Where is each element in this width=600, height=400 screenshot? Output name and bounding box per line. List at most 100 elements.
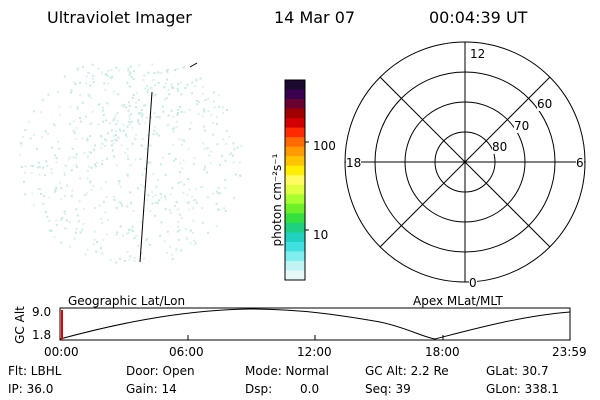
emission-pixel [36, 148, 38, 150]
emission-pixel [39, 192, 42, 195]
status-glon: GLon: 338.1 [486, 382, 559, 396]
emission-pixel [179, 213, 181, 216]
emission-pixel [92, 74, 95, 77]
emission-pixel [79, 94, 82, 97]
emission-pixel [141, 173, 144, 176]
emission-pixel [76, 68, 79, 71]
emission-pixel [91, 110, 94, 113]
emission-pixel [22, 180, 25, 183]
status-gc-alt: GC Alt: 2.2 Re [365, 364, 449, 378]
emission-pixel [112, 142, 115, 145]
emission-pixel [64, 194, 66, 197]
emission-pixel [101, 142, 104, 145]
emission-pixel [90, 166, 93, 169]
emission-pixel [101, 106, 104, 109]
emission-pixel [119, 202, 122, 205]
emission-pixel [122, 123, 125, 126]
emission-pixel [66, 184, 68, 187]
emission-pixel [222, 138, 225, 141]
emission-pixel [160, 196, 163, 199]
emission-pixel [191, 207, 194, 210]
emission-pixel [69, 123, 72, 126]
emission-pixel [46, 215, 49, 218]
emission-pixel [174, 158, 177, 160]
emission-pixel [228, 135, 231, 138]
emission-pixel [126, 232, 129, 235]
timeline-tick-1200: 12:00 [297, 345, 332, 359]
colorbar-cell [285, 194, 305, 205]
emission-pixel [76, 106, 79, 109]
emission-pixel [107, 70, 110, 73]
emission-pixel [79, 81, 82, 84]
emission-pixel [220, 154, 223, 157]
emission-pixel [148, 243, 151, 246]
emission-pixel [158, 116, 161, 119]
emission-pixel [176, 225, 179, 228]
emission-pixel [166, 78, 168, 81]
emission-pixel [208, 154, 211, 157]
emission-pixel [82, 65, 85, 68]
emission-pixel [172, 128, 175, 130]
emission-pixel [146, 84, 149, 87]
emission-pixel [170, 109, 173, 112]
emission-pixel [172, 130, 175, 133]
emission-pixel [128, 258, 131, 261]
emission-pixel [179, 171, 181, 174]
emission-pixel [191, 92, 193, 95]
emission-pixel [38, 173, 41, 176]
emission-pixel [233, 148, 236, 151]
emission-pixel [142, 257, 145, 260]
emission-pixel [95, 250, 98, 253]
emission-pixel [74, 138, 77, 141]
emission-pixel [137, 120, 140, 123]
emission-pixel [116, 231, 119, 234]
emission-pixel [127, 101, 130, 104]
emission-pixel [153, 111, 156, 114]
emission-pixel [115, 139, 118, 142]
emission-pixel [176, 113, 179, 116]
emission-pixel [147, 88, 150, 91]
emission-pixel [73, 237, 76, 240]
emission-pixel [187, 208, 190, 211]
emission-pixel [75, 156, 77, 159]
emission-pixel [213, 106, 216, 109]
emission-pixel [141, 145, 144, 148]
emission-pixel [155, 116, 158, 118]
emission-pixel [126, 125, 129, 128]
emission-pixel [129, 228, 132, 231]
polar-lat-70: 70 [514, 119, 530, 133]
emission-pixel [152, 173, 155, 176]
emission-pixel [151, 93, 154, 96]
emission-pixel [63, 75, 66, 77]
emission-pixel [75, 208, 78, 211]
emission-pixel [106, 102, 109, 105]
emission-pixel [140, 252, 143, 255]
emission-pixel [173, 204, 176, 207]
emission-pixel [194, 243, 196, 246]
emission-pixel [197, 112, 200, 115]
emission-pixel [127, 174, 130, 177]
emission-pixel [112, 119, 115, 122]
emission-pixel [83, 152, 86, 154]
emission-pixel [133, 256, 136, 259]
emission-pixel [109, 258, 112, 261]
emission-pixel [122, 234, 124, 237]
emission-pixel [47, 93, 50, 96]
emission-pixel [133, 260, 136, 263]
colorbar-cell [285, 241, 305, 252]
emission-pixel [232, 142, 235, 145]
emission-pixel [174, 69, 177, 71]
emission-pixel [63, 174, 66, 177]
emission-pixel [206, 171, 208, 174]
emission-pixel [177, 220, 180, 223]
emission-pixel [59, 181, 62, 184]
emission-pixel [131, 142, 134, 145]
emission-pixel [203, 108, 206, 111]
emission-pixel [154, 194, 157, 196]
emission-pixel [72, 129, 75, 132]
emission-pixel [107, 82, 110, 85]
emission-pixel [113, 155, 116, 158]
emission-pixel [24, 165, 27, 168]
emission-pixel [151, 202, 154, 205]
